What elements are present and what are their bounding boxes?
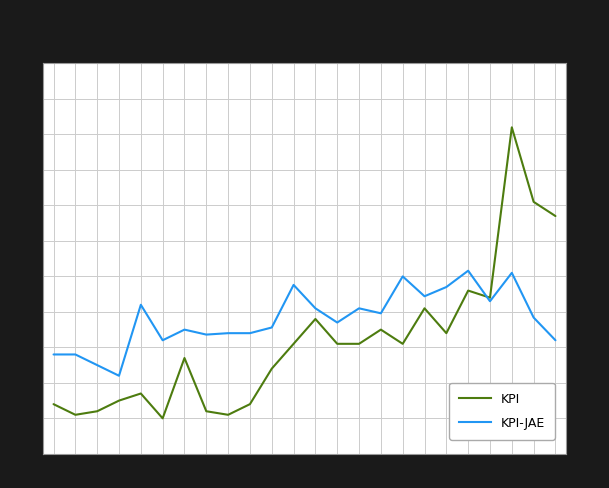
Legend: KPI, KPI-JAE: KPI, KPI-JAE — [449, 383, 555, 440]
